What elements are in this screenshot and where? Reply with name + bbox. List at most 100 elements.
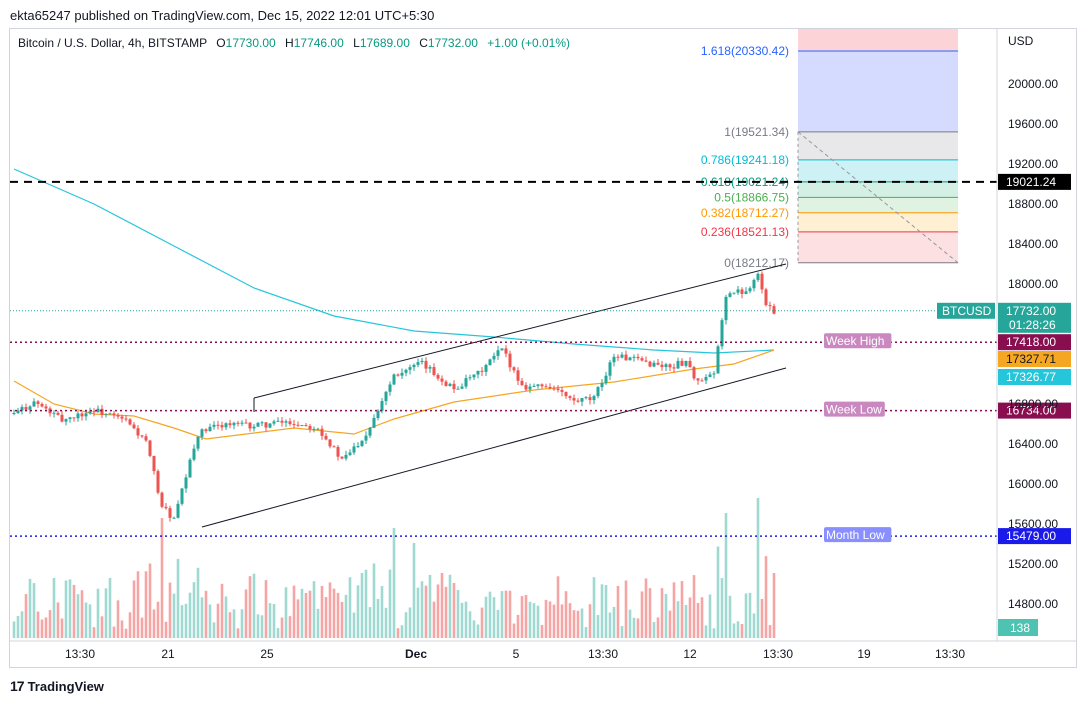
candle-body[interactable] [588, 397, 592, 401]
candle-body[interactable] [684, 360, 688, 366]
candle-body[interactable] [460, 386, 464, 389]
candle-body[interactable] [52, 412, 56, 414]
candle-body[interactable] [216, 424, 220, 426]
candle-body[interactable] [264, 422, 268, 428]
candle-body[interactable] [356, 446, 360, 448]
candle-body[interactable] [768, 305, 772, 307]
candle-body[interactable] [280, 420, 284, 423]
candle-body[interactable] [700, 380, 704, 382]
candle-body[interactable] [556, 388, 560, 390]
candle-body[interactable] [528, 386, 532, 390]
candle-body[interactable] [712, 373, 716, 375]
candle-body[interactable] [32, 401, 36, 407]
candle-body[interactable] [168, 508, 172, 518]
candle-body[interactable] [440, 378, 444, 382]
candle-body[interactable] [504, 348, 508, 354]
candle-body[interactable] [200, 429, 204, 437]
candle-body[interactable] [240, 422, 244, 424]
candle-body[interactable] [128, 419, 132, 425]
candle-body[interactable] [140, 435, 144, 437]
candle-body[interactable] [508, 353, 512, 368]
candle-body[interactable] [624, 354, 628, 361]
candle-body[interactable] [704, 376, 708, 381]
candle-body[interactable] [764, 289, 768, 306]
candle-body[interactable] [100, 408, 104, 415]
candle-body[interactable] [476, 370, 480, 375]
candle-body[interactable] [84, 413, 88, 417]
candle-body[interactable] [496, 350, 500, 356]
candle-body[interactable] [244, 422, 248, 424]
candle-body[interactable] [636, 356, 640, 359]
candle-body[interactable] [252, 426, 256, 429]
candle-body[interactable] [132, 424, 136, 429]
candle-body[interactable] [68, 417, 72, 420]
candle-body[interactable] [388, 384, 392, 392]
candle-body[interactable] [276, 420, 280, 422]
candle-body[interactable] [420, 360, 424, 363]
candle-body[interactable] [736, 289, 740, 293]
candle-body[interactable] [668, 364, 672, 368]
candle-body[interactable] [120, 416, 124, 419]
candle-body[interactable] [180, 488, 184, 504]
candle-body[interactable] [80, 413, 84, 417]
candle-body[interactable] [12, 412, 16, 414]
candle-body[interactable] [488, 359, 492, 365]
candle-body[interactable] [256, 422, 260, 427]
candle-body[interactable] [480, 370, 484, 372]
candle-body[interactable] [600, 383, 604, 388]
candle-body[interactable] [88, 411, 92, 414]
candle-body[interactable] [660, 364, 664, 368]
candle-body[interactable] [352, 446, 356, 453]
candle-body[interactable] [676, 360, 680, 369]
candle-body[interactable] [404, 369, 408, 373]
candle-body[interactable] [76, 413, 80, 419]
candle-body[interactable] [148, 440, 152, 456]
candle-body[interactable] [144, 436, 148, 441]
candle-body[interactable] [176, 503, 180, 518]
candle-body[interactable] [324, 435, 328, 440]
candle-body[interactable] [228, 423, 232, 426]
candle-body[interactable] [184, 477, 188, 489]
candle-body[interactable] [44, 406, 48, 409]
candle-body[interactable] [412, 364, 416, 368]
candle-body[interactable] [552, 388, 556, 390]
candle-body[interactable] [428, 367, 432, 369]
candle-body[interactable] [740, 289, 744, 294]
symbol-title[interactable]: Bitcoin / U.S. Dollar, 4h, BITSTAMP [18, 36, 207, 50]
candle-body[interactable] [16, 410, 20, 413]
candle-body[interactable] [620, 354, 624, 358]
candle-body[interactable] [640, 358, 644, 361]
candle-body[interactable] [464, 378, 468, 387]
candle-body[interactable] [292, 424, 296, 426]
candle-body[interactable] [96, 408, 100, 413]
candle-body[interactable] [656, 362, 660, 365]
candle-body[interactable] [468, 377, 472, 379]
candle-body[interactable] [716, 346, 720, 374]
candle-body[interactable] [116, 415, 120, 417]
candle-body[interactable] [156, 471, 160, 493]
candle-body[interactable] [432, 367, 436, 375]
candle-body[interactable] [584, 397, 588, 399]
candle-body[interactable] [376, 410, 380, 418]
candle-body[interactable] [688, 360, 692, 368]
candle-body[interactable] [104, 413, 108, 415]
candle-body[interactable] [444, 381, 448, 386]
candle-body[interactable] [512, 367, 516, 371]
candle-body[interactable] [368, 427, 372, 436]
candle-body[interactable] [108, 413, 112, 415]
candle-body[interactable] [580, 398, 584, 402]
candle-body[interactable] [680, 360, 684, 366]
candle-body[interactable] [544, 386, 548, 388]
candle-body[interactable] [372, 417, 376, 428]
candle-body[interactable] [28, 406, 32, 410]
candle-body[interactable] [416, 362, 420, 365]
candle-body[interactable] [344, 454, 348, 459]
candle-body[interactable] [328, 439, 332, 447]
candle-body[interactable] [332, 446, 336, 448]
candle-body[interactable] [72, 417, 76, 419]
candle-body[interactable] [312, 428, 316, 430]
currency-label[interactable]: USD [1008, 34, 1034, 48]
candle-body[interactable] [92, 411, 96, 413]
candle-body[interactable] [136, 428, 140, 436]
